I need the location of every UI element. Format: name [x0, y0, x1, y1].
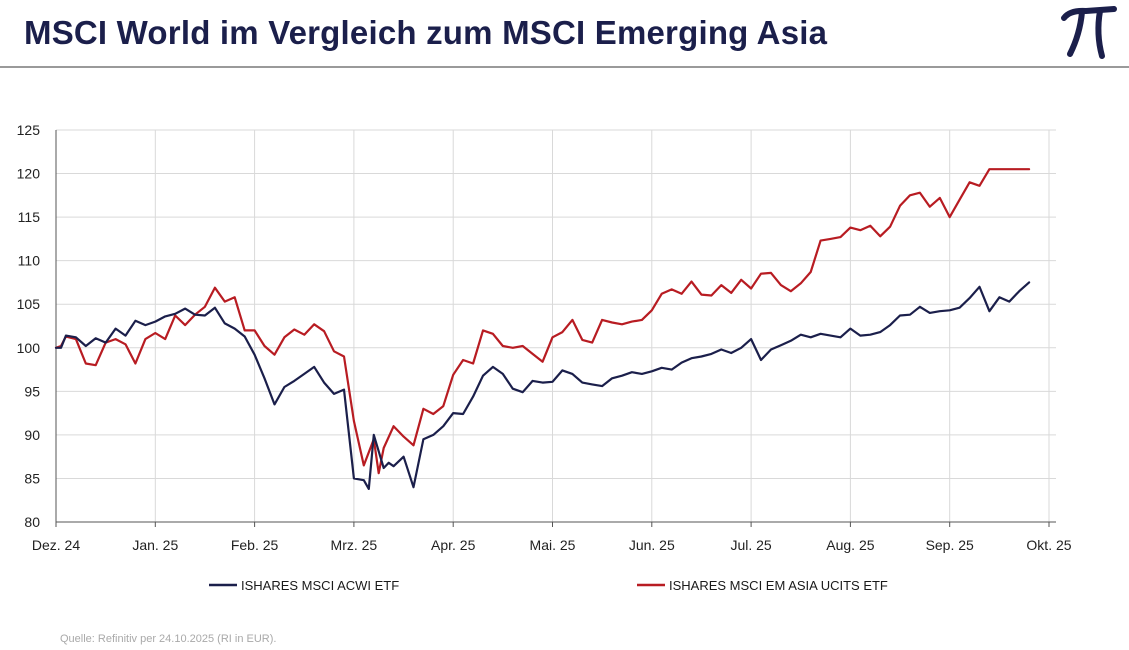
x-tick-label: Mai. 25 — [530, 537, 576, 553]
x-tick-label: Apr. 25 — [431, 537, 476, 553]
x-tick-label: Mrz. 25 — [331, 537, 378, 553]
y-tick-label: 100 — [17, 340, 41, 356]
x-tick-label: Jun. 25 — [629, 537, 675, 553]
chart-series — [54, 168, 1031, 490]
y-tick-label: 120 — [17, 166, 41, 182]
chart-grid — [56, 129, 1056, 523]
y-tick-label: 110 — [18, 253, 41, 269]
x-tick-label: Jul. 25 — [730, 537, 771, 553]
y-tick-label: 125 — [17, 122, 41, 138]
y-tick-label: 85 — [24, 470, 40, 486]
x-tick-label: Okt. 25 — [1026, 537, 1071, 553]
y-tick-label: 90 — [24, 427, 40, 443]
x-tick-label: Sep. 25 — [926, 537, 974, 553]
pi-icon — [1061, 6, 1117, 59]
source-note: Quelle: Refinitiv per 24.10.2025 (RI in … — [60, 633, 277, 645]
series-line-acwi — [54, 281, 1031, 490]
y-tick-label: 80 — [24, 514, 40, 530]
x-tick-label: Dez. 24 — [32, 537, 80, 553]
y-tick-label: 115 — [18, 209, 41, 225]
chart-axes: 80 85 90 95 100 105 110 115 120 125 Dez. 24 Jan. 25… — [17, 122, 1072, 553]
legend-label-acwi: ISHARES MSCI ACWI ETF — [241, 578, 399, 593]
y-tick-label: 105 — [17, 296, 41, 312]
header-divider — [0, 66, 1129, 68]
line-chart: 80 85 90 95 100 105 110 115 120 125 Dez. 24 Jan. 25… — [17, 122, 1072, 593]
page-title: MSCI World im Vergleich zum MSCI Emergin… — [24, 14, 828, 51]
series-line-em-asia — [54, 168, 1031, 475]
legend-label-em-asia: ISHARES MSCI EM ASIA UCITS ETF — [669, 578, 888, 593]
chart-legend: ISHARES MSCI ACWI ETF ISHARES MSCI EM AS… — [209, 578, 888, 593]
x-tick-label: Feb. 25 — [231, 537, 279, 553]
y-tick-label: 95 — [24, 383, 40, 399]
x-tick-label: Jan. 25 — [132, 537, 178, 553]
x-tick-label: Aug. 25 — [826, 537, 874, 553]
